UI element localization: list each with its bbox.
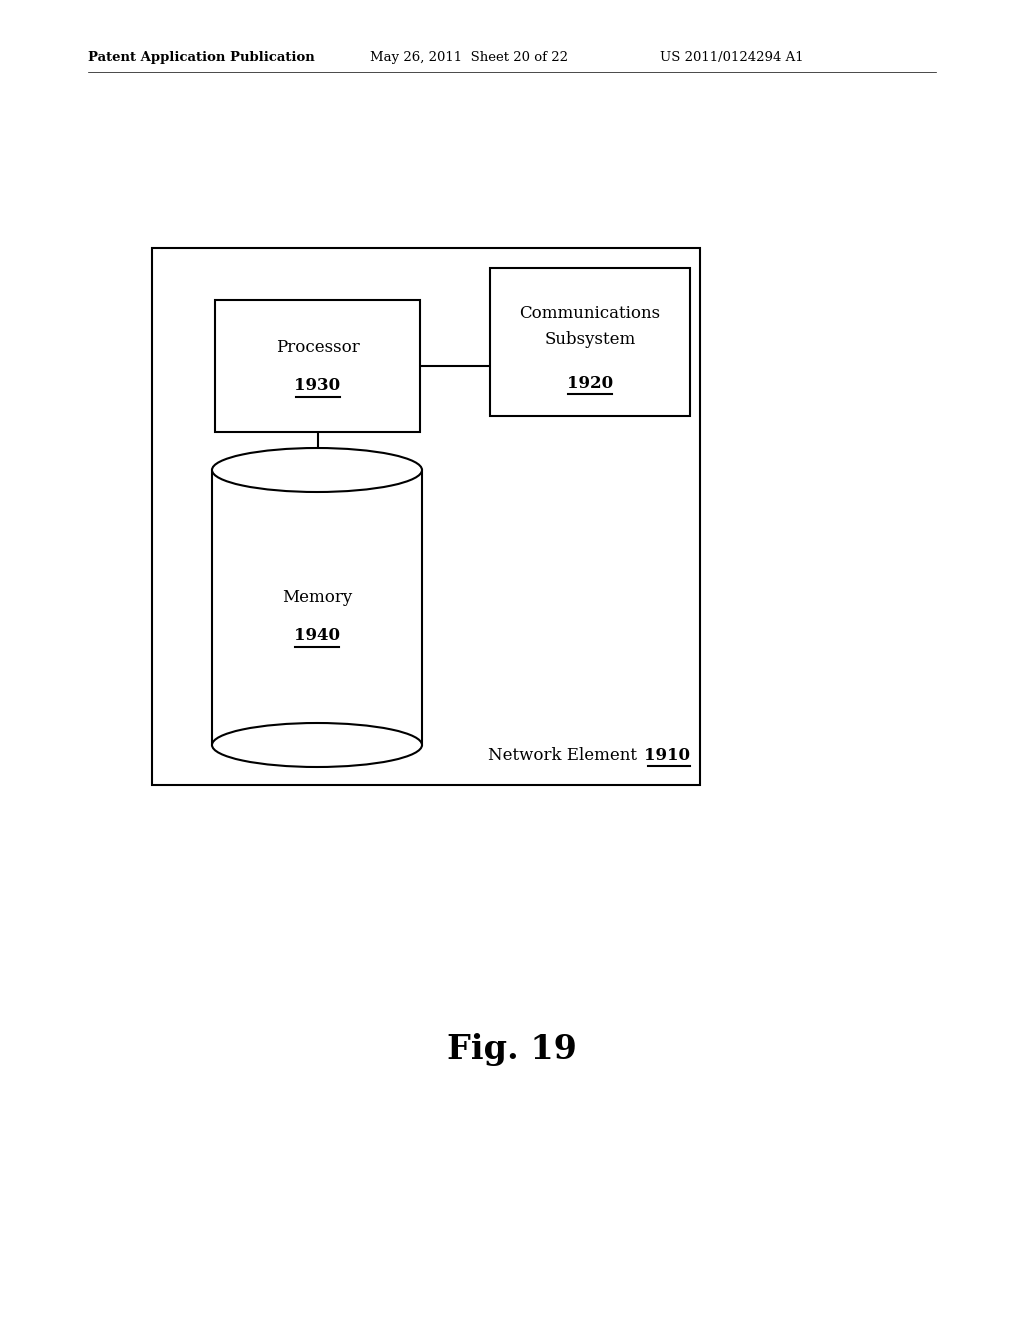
Text: May 26, 2011  Sheet 20 of 22: May 26, 2011 Sheet 20 of 22 <box>370 51 568 65</box>
Text: Communications: Communications <box>519 305 660 322</box>
Text: 1930: 1930 <box>295 378 341 395</box>
Text: 1920: 1920 <box>567 375 613 392</box>
Text: Network Element: Network Element <box>487 747 642 763</box>
Bar <box>215 300 420 432</box>
Text: 1940: 1940 <box>294 627 340 644</box>
Ellipse shape <box>212 447 422 492</box>
Ellipse shape <box>212 723 422 767</box>
Text: Subsystem: Subsystem <box>545 331 636 348</box>
Bar <box>490 268 690 416</box>
Text: Memory: Memory <box>282 589 352 606</box>
Bar <box>152 248 700 785</box>
Text: 1910: 1910 <box>644 747 690 763</box>
Text: Fig. 19: Fig. 19 <box>447 1034 577 1067</box>
Bar <box>212 470 422 744</box>
Text: Patent Application Publication: Patent Application Publication <box>88 51 314 65</box>
Text: US 2011/0124294 A1: US 2011/0124294 A1 <box>660 51 804 65</box>
Text: Processor: Processor <box>275 339 359 356</box>
